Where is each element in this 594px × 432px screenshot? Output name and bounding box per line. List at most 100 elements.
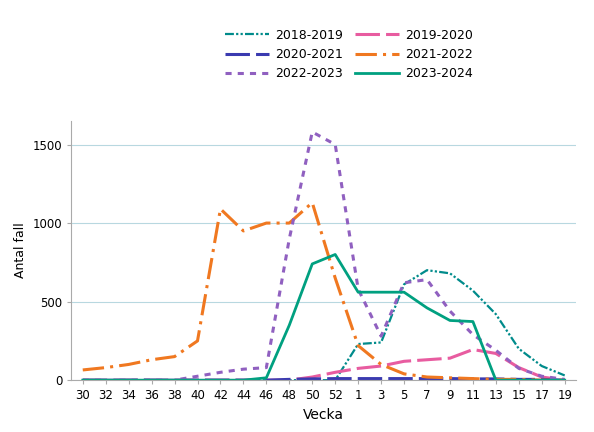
2022-2023 (331, 142, 339, 147)
2023-2024 (538, 378, 545, 383)
2022-2023 (424, 277, 431, 282)
2023-2024 (424, 305, 431, 311)
2022-2023 (217, 370, 224, 375)
2023-2024 (492, 378, 500, 383)
2019-2020 (263, 378, 270, 383)
2022-2023 (561, 377, 568, 382)
2023-2024 (148, 378, 155, 383)
2020-2021 (378, 376, 385, 381)
2019-2020 (469, 347, 476, 352)
2020-2021 (355, 376, 362, 381)
2021-2022 (538, 378, 545, 383)
2020-2021 (148, 378, 155, 383)
2019-2020 (561, 378, 568, 383)
2021-2022 (194, 338, 201, 343)
2021-2022 (515, 377, 522, 382)
2018-2019 (331, 378, 339, 383)
2019-2020 (538, 375, 545, 380)
2023-2024 (400, 289, 407, 295)
2018-2019 (469, 288, 476, 293)
2022-2023 (194, 374, 201, 379)
2022-2023 (102, 378, 109, 383)
2021-2022 (561, 378, 568, 383)
2018-2019 (561, 373, 568, 378)
2021-2022 (424, 375, 431, 380)
2018-2019 (447, 271, 454, 276)
2018-2019 (538, 363, 545, 368)
2021-2022 (378, 362, 385, 367)
2020-2021 (240, 378, 247, 383)
2018-2019 (148, 378, 155, 383)
2018-2019 (424, 267, 431, 273)
2021-2022 (309, 200, 316, 205)
2023-2024 (515, 378, 522, 383)
2022-2023 (263, 365, 270, 370)
2020-2021 (424, 376, 431, 381)
2018-2019 (125, 378, 132, 383)
2021-2022 (171, 354, 178, 359)
2020-2021 (102, 378, 109, 383)
2018-2019 (79, 378, 86, 383)
2021-2022 (447, 375, 454, 381)
2018-2019 (378, 340, 385, 345)
2021-2022 (355, 343, 362, 348)
2023-2024 (79, 378, 86, 383)
2018-2019 (240, 378, 247, 383)
Line: 2018-2019: 2018-2019 (83, 270, 565, 380)
2021-2022 (240, 229, 247, 234)
2020-2021 (286, 377, 293, 382)
2021-2022 (331, 276, 339, 281)
2023-2024 (171, 378, 178, 383)
2020-2021 (538, 377, 545, 382)
2021-2022 (217, 206, 224, 212)
2018-2019 (286, 378, 293, 383)
2018-2019 (194, 378, 201, 383)
2020-2021 (515, 377, 522, 382)
2021-2022 (286, 220, 293, 226)
2020-2021 (400, 376, 407, 381)
2021-2022 (469, 376, 476, 381)
2019-2020 (515, 365, 522, 370)
2020-2021 (217, 378, 224, 383)
2022-2023 (400, 280, 407, 286)
Y-axis label: Antal fall: Antal fall (14, 222, 27, 279)
2021-2022 (492, 377, 500, 382)
2022-2023 (240, 367, 247, 372)
2018-2019 (400, 282, 407, 287)
2019-2020 (286, 378, 293, 383)
2022-2023 (492, 348, 500, 353)
Line: 2023-2024: 2023-2024 (83, 254, 565, 380)
2021-2022 (263, 220, 270, 226)
2023-2024 (194, 378, 201, 383)
2020-2021 (561, 378, 568, 383)
2019-2020 (217, 378, 224, 383)
Line: 2022-2023: 2022-2023 (83, 132, 565, 380)
2023-2024 (309, 261, 316, 267)
2023-2024 (102, 378, 109, 383)
2019-2020 (400, 359, 407, 364)
2023-2024 (240, 378, 247, 383)
2022-2023 (286, 236, 293, 241)
2020-2021 (79, 378, 86, 383)
2023-2024 (469, 319, 476, 324)
2019-2020 (125, 378, 132, 383)
2023-2024 (125, 378, 132, 383)
2023-2024 (263, 375, 270, 381)
2020-2021 (263, 378, 270, 383)
2022-2023 (447, 308, 454, 314)
2022-2023 (469, 332, 476, 337)
Legend: 2018-2019, 2020-2021, 2022-2023, 2019-2020, 2021-2022, 2023-2024: 2018-2019, 2020-2021, 2022-2023, 2019-20… (225, 29, 473, 80)
2018-2019 (492, 311, 500, 317)
2019-2020 (378, 363, 385, 368)
2022-2023 (171, 378, 178, 383)
2023-2024 (217, 378, 224, 383)
2018-2019 (355, 341, 362, 346)
2019-2020 (171, 378, 178, 383)
Line: 2019-2020: 2019-2020 (83, 349, 565, 380)
2019-2020 (194, 378, 201, 383)
2018-2019 (217, 378, 224, 383)
2021-2022 (102, 365, 109, 370)
2019-2020 (447, 356, 454, 361)
2022-2023 (538, 374, 545, 379)
2023-2024 (561, 378, 568, 383)
